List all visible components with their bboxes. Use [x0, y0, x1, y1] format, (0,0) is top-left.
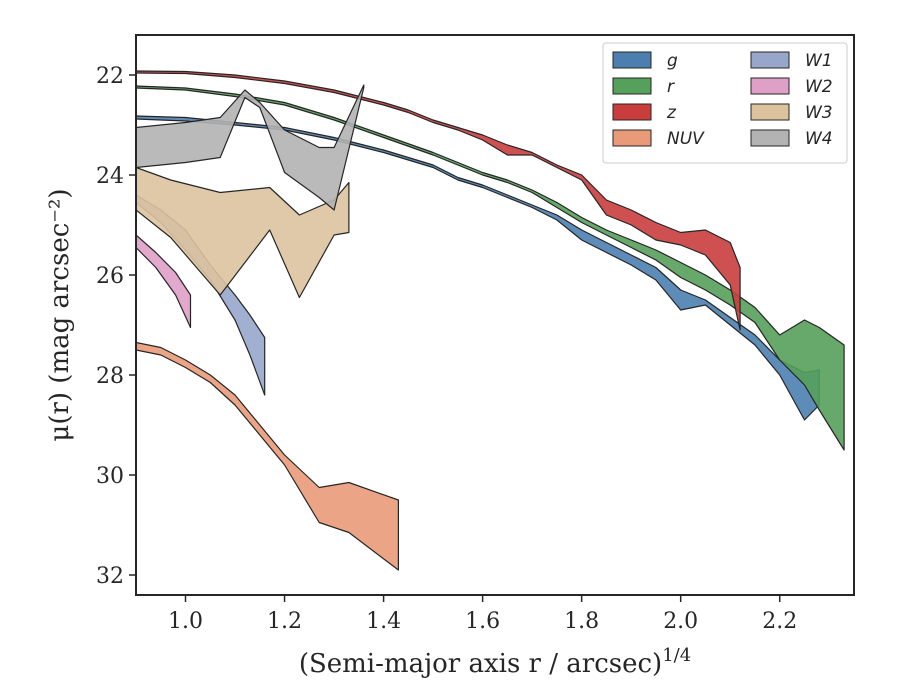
x-axis-label: (Semi-major axis r / arcsec)1/4	[299, 645, 691, 679]
legend-label-w2: W2	[805, 77, 833, 97]
series-layer	[136, 70, 845, 571]
legend-swatch-w3	[750, 103, 790, 121]
legend-label-w3: W3	[805, 103, 833, 123]
x-tick-label: 1.2	[267, 609, 302, 634]
legend-label-w1: W1	[805, 51, 833, 71]
legend-swatch-nuv	[612, 129, 652, 147]
series-band-w2	[136, 234, 192, 329]
legend-swatch-w1	[750, 51, 790, 69]
legend-label-nuv: NUV	[667, 129, 705, 149]
series-band-nuv	[136, 341, 399, 571]
x-tick-label: 2.2	[762, 609, 797, 634]
legend: grz NUV W1 W2 W3 W4	[602, 42, 848, 164]
x-axis-ticks: 1.0 1.2 1.4 1.6 1.8 2.0 2.2	[168, 595, 797, 634]
legend-swatch-w2	[750, 77, 790, 95]
x-tick-label: 1.0	[168, 609, 203, 634]
legend-swatch-r	[612, 77, 652, 95]
x-tick-label: 1.8	[564, 609, 599, 634]
series-band-w4	[136, 84, 365, 211]
y-tick-label: 22	[96, 64, 124, 89]
y-axis-ticks: 22 24 26 28 30 32	[96, 64, 136, 589]
series-band-r	[136, 85, 845, 451]
x-tick-label: 2.0	[663, 609, 698, 634]
legend-swatch-w4	[750, 129, 790, 147]
legend-swatch-g	[612, 51, 652, 69]
series-band-w3	[136, 166, 350, 299]
y-tick-label: 30	[96, 464, 124, 489]
y-tick-label: 32	[96, 564, 124, 589]
x-tick-label: 1.6	[465, 609, 500, 634]
legend-label-g: g	[667, 51, 678, 71]
y-axis-label: μ(r) (mag arcsec⁻²)	[45, 188, 75, 441]
series-band-z	[136, 70, 741, 331]
legend-label-w4: W4	[805, 129, 833, 149]
legend-label-z: z	[666, 103, 677, 123]
legend-label-r: r	[667, 77, 675, 97]
plot-frame	[135, 34, 855, 596]
legend-swatch-z	[612, 103, 652, 121]
x-tick-label: 1.4	[366, 609, 401, 634]
y-tick-label: 26	[96, 264, 124, 289]
y-tick-label: 24	[96, 164, 124, 189]
y-tick-label: 28	[96, 364, 124, 389]
